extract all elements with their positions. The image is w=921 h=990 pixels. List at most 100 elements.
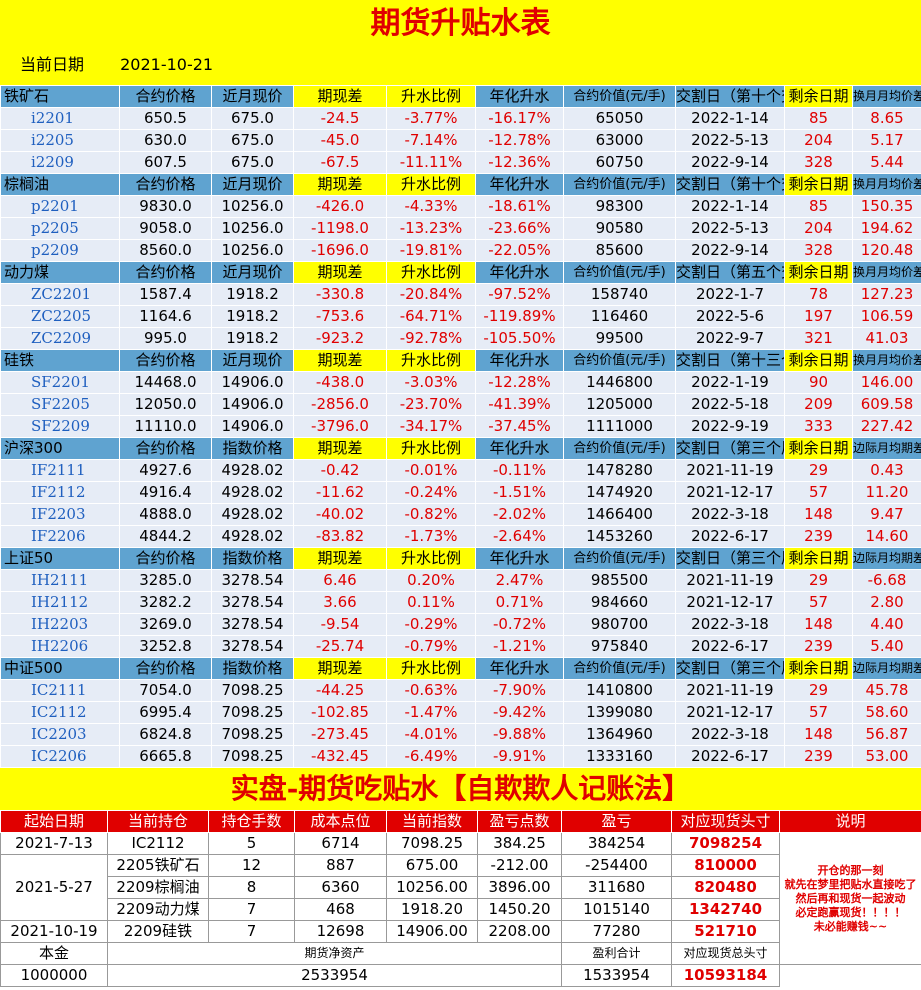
cell: 328 [784, 239, 853, 262]
cell: 12698 [294, 920, 387, 943]
contract-code[interactable]: ZC2201 [0, 283, 120, 306]
cell: 607.5 [119, 151, 212, 174]
cell: 7 [208, 898, 295, 921]
cell: 1111000 [563, 415, 676, 438]
cell: -22.05% [475, 239, 564, 262]
column-header: 合约价值(元/手) [563, 173, 676, 196]
cell: 0.11% [386, 591, 476, 614]
contract-row: IH2111 3285.0 3278.54 6.46 0.20% 2.47% 985500 2… [0, 569, 921, 592]
column-header: 交割日（第三个周五） [675, 657, 785, 680]
cell: 384.25 [477, 832, 562, 855]
column-header: 交割日（第十个交易日） [675, 85, 785, 108]
section-header-row: 沪深300 合约价格 指数价格 期现差 升水比例 年化升水 合约价值(元/手) 交割日（第三个… [0, 437, 921, 460]
cell: -0.24% [386, 481, 476, 504]
contract-code[interactable]: IC2206 [0, 745, 120, 768]
cell: 820480 [671, 876, 780, 899]
cell: 9058.0 [119, 217, 212, 240]
cell: 2022-6-17 [675, 525, 785, 548]
cell: -12.36% [475, 151, 564, 174]
contract-code[interactable]: IH2111 [0, 569, 120, 592]
column-header: 升水比例 [386, 349, 476, 372]
contract-code[interactable]: SF2201 [0, 371, 120, 394]
column-header: 合约价值(元/手) [563, 85, 676, 108]
contract-code[interactable]: IH2112 [0, 591, 120, 614]
cell: 239 [784, 525, 853, 548]
cell: -0.82% [386, 503, 476, 526]
cell: -102.85 [293, 701, 387, 724]
cell: -9.42% [475, 701, 564, 724]
contract-code[interactable]: ZC2209 [0, 327, 120, 350]
cell: -0.11% [475, 459, 564, 482]
contract-code[interactable]: i2209 [0, 151, 120, 174]
contract-code[interactable]: IF2111 [0, 459, 120, 482]
contract-code[interactable]: IC2111 [0, 679, 120, 702]
cell: 2022-6-17 [675, 635, 785, 658]
cell: -212.00 [477, 854, 562, 877]
section-name: 硅铁 [0, 349, 120, 372]
cell: 2208.00 [477, 920, 562, 943]
contract-code[interactable]: IC2112 [0, 701, 120, 724]
contract-code[interactable]: IF2112 [0, 481, 120, 504]
cell: 1474920 [563, 481, 676, 504]
cell: 2021-7-13 [0, 832, 108, 855]
date-value: 2021-10-21 [120, 55, 214, 74]
cell: -11.62 [293, 481, 387, 504]
cell: 6360 [294, 876, 387, 899]
column-header: 合约价格 [119, 349, 212, 372]
contract-code[interactable]: ZC2205 [0, 305, 120, 328]
contract-row: i2209 607.5 675.0 -67.5 -11.11% -12.36% 60750 2… [0, 151, 921, 174]
cell: 10256.0 [211, 195, 294, 218]
header-note: 说明 [779, 810, 921, 833]
header-start-date: 起始日期 [0, 810, 108, 833]
contract-code[interactable]: SF2205 [0, 393, 120, 416]
cell: 675.00 [386, 854, 478, 877]
cell: -9.54 [293, 613, 387, 636]
contract-code[interactable]: p2209 [0, 239, 120, 262]
cell: 5.40 [852, 635, 921, 658]
column-header: 合约价值(元/手) [563, 437, 676, 460]
cell: 14906.0 [211, 393, 294, 416]
contract-code[interactable]: IH2206 [0, 635, 120, 658]
cell: 4928.02 [211, 525, 294, 548]
cell: 2021-12-17 [675, 481, 785, 504]
cell: -254400 [561, 854, 672, 877]
cell: -923.2 [293, 327, 387, 350]
contract-code[interactable]: p2205 [0, 217, 120, 240]
cell: -97.52% [475, 283, 564, 306]
cell: 60750 [563, 151, 676, 174]
column-header: 升水比例 [386, 657, 476, 680]
cell: -426.0 [293, 195, 387, 218]
cell: 8560.0 [119, 239, 212, 262]
contract-code[interactable]: IH2203 [0, 613, 120, 636]
column-header: 换月月均价差 [852, 261, 921, 284]
contract-code[interactable]: i2201 [0, 107, 120, 130]
cell: 4844.2 [119, 525, 212, 548]
contract-code[interactable]: IC2203 [0, 723, 120, 746]
contract-code[interactable]: IF2206 [0, 525, 120, 548]
cell: 63000 [563, 129, 676, 152]
cell: 14906.0 [211, 371, 294, 394]
date-label: 当前日期 [20, 55, 85, 74]
contract-row: IC2203 6824.8 7098.25 -273.45 -4.01% -9.88% 13… [0, 723, 921, 746]
cell: -2.64% [475, 525, 564, 548]
cell: 2022-9-19 [675, 415, 785, 438]
cell: -44.25 [293, 679, 387, 702]
column-header: 边际月均期差 [852, 657, 921, 680]
cell: 150.35 [852, 195, 921, 218]
column-header: 合约价值(元/手) [563, 657, 676, 680]
contract-code[interactable]: SF2209 [0, 415, 120, 438]
section-header-row: 中证500 合约价格 指数价格 期现差 升水比例 年化升水 合约价值(元/手) 交割日（第三个… [0, 657, 921, 680]
note-cell: 开仓的那一刻 就先在梦里把贴水直接吃了 然后再和现货一起波动 必定跑赢现货！！！！ 未必… [779, 832, 921, 965]
cell: -105.50% [475, 327, 564, 350]
cell: 3278.54 [211, 569, 294, 592]
contract-code[interactable]: IF2203 [0, 503, 120, 526]
portfolio-row: 2209动力煤 7 468 1918.20 1450.20 1015140 13… [1, 898, 921, 921]
contract-code[interactable]: i2205 [0, 129, 120, 152]
cell: 127.23 [852, 283, 921, 306]
cell: -11.11% [386, 151, 476, 174]
cell: -1.47% [386, 701, 476, 724]
cell: 2022-9-14 [675, 239, 785, 262]
cell: 29 [784, 569, 853, 592]
contract-code[interactable]: p2201 [0, 195, 120, 218]
cell: -1.73% [386, 525, 476, 548]
